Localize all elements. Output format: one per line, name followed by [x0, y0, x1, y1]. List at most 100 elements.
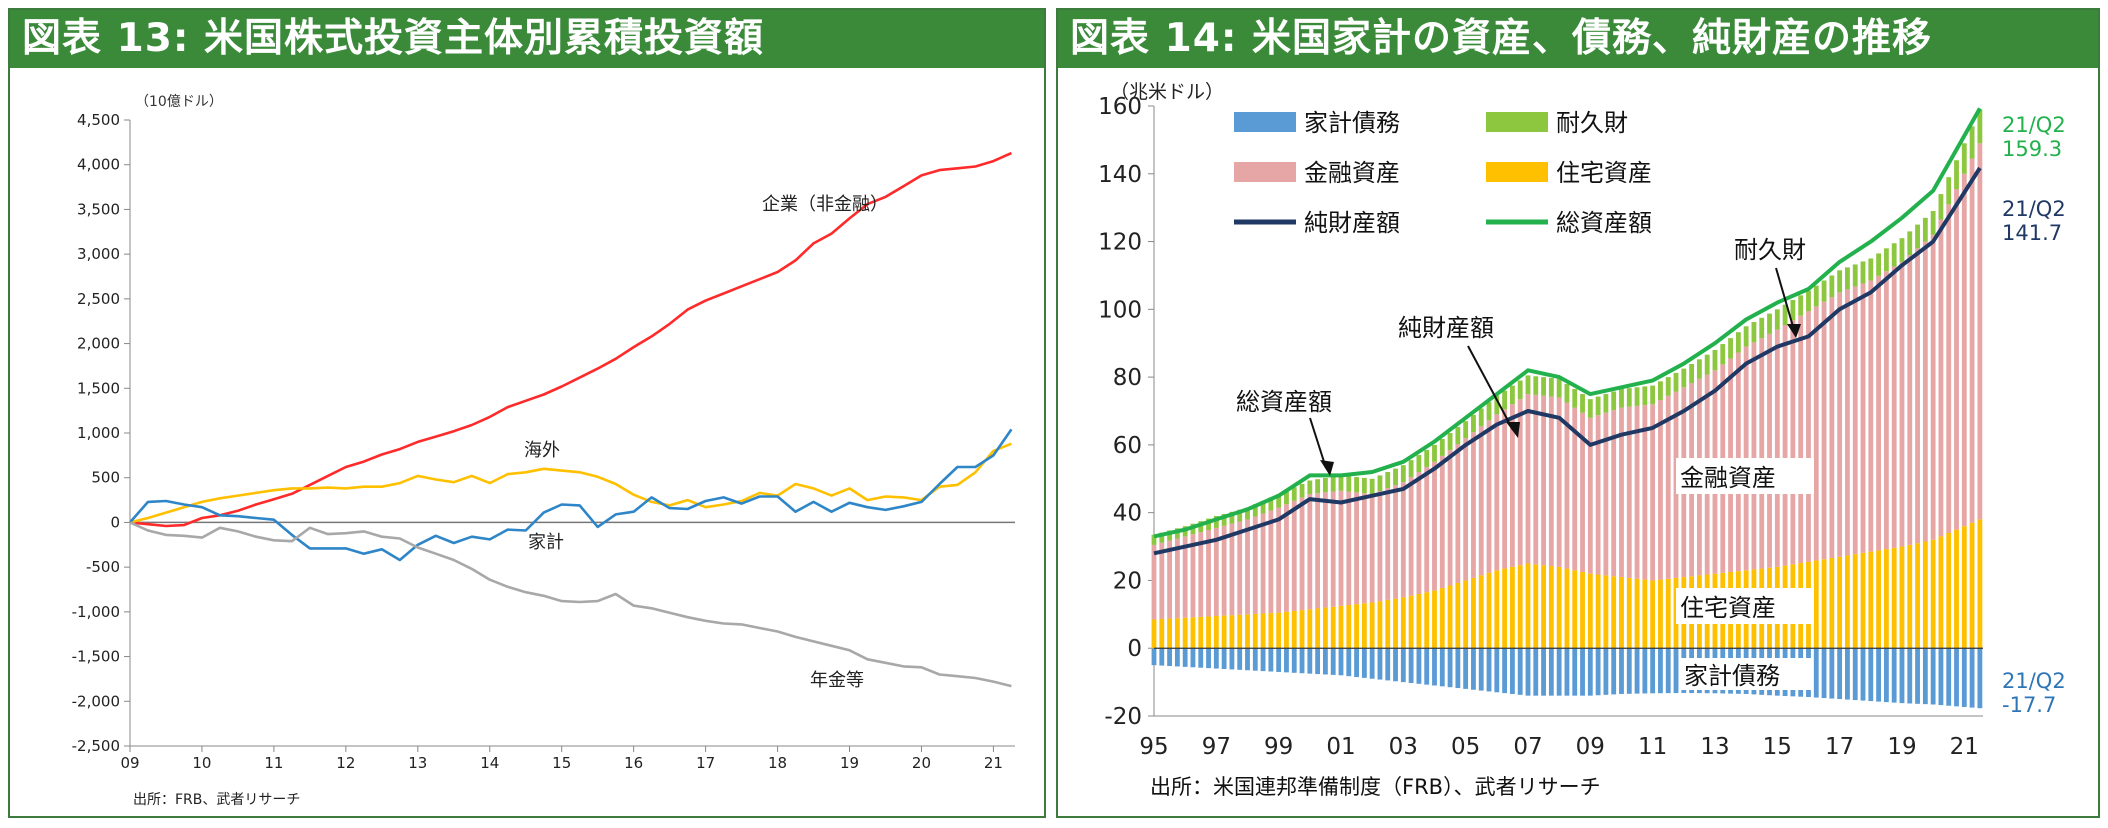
chart14-bar-durable: [1774, 309, 1780, 330]
chart14-bar-housing: [1478, 575, 1484, 649]
chart14-bar-debt: [1899, 648, 1905, 704]
chart14-bar-debt: [1354, 648, 1359, 678]
chart14-bar-housing: [1502, 568, 1508, 649]
chart14-bar-debt: [1377, 648, 1383, 680]
chart14-callout-durable-arrow: [1775, 267, 1795, 331]
chart14-bar-housing: [1564, 568, 1570, 649]
chart14-bar-housing: [1525, 563, 1531, 649]
chart14-bar-debt: [1346, 648, 1352, 677]
chart14-bar-housing: [1400, 597, 1406, 649]
chart14-bar-housing: [1572, 570, 1578, 649]
chart14-bar-financial: [1408, 477, 1414, 596]
chart14-bar-debt: [1369, 648, 1375, 679]
chart14-bar-durable: [1751, 322, 1757, 343]
chart14-callout-total-arrow: [1309, 417, 1327, 469]
chart14-bar-financial: [1322, 492, 1328, 608]
chart14-bar-housing: [1245, 614, 1250, 649]
chart14-bar-debt: [1182, 648, 1188, 667]
chart14-bar-housing: [1899, 546, 1905, 649]
chart14-bar-housing: [1852, 554, 1858, 649]
chart14-legend-debt-swatch: [1234, 112, 1296, 132]
chart14-bar-debt: [1525, 648, 1531, 696]
chart14-bar-financial: [1767, 333, 1772, 568]
chart14-bar-financial: [1876, 275, 1882, 551]
chart13-xtick-label: 19: [840, 754, 859, 772]
chart13-label-household: 家計: [528, 532, 564, 553]
chart14-bar-housing: [1868, 551, 1874, 649]
chart14-end-debt-line: -17.7: [2002, 693, 2056, 717]
chart13-ytick-label: 3,000: [77, 245, 120, 263]
chart14-bar-debt: [1486, 648, 1492, 692]
chart14-bar-financial: [1798, 315, 1804, 564]
chart14-bar-housing: [1883, 549, 1889, 649]
chart14-bar-housing: [1393, 598, 1398, 649]
chart14-bar-financial: [1954, 189, 1959, 530]
chart14-bar-durable: [1307, 480, 1313, 495]
chart14-bar-financial: [1213, 527, 1219, 617]
chart14-bar-durable: [1252, 504, 1258, 517]
chart14-bar-financial: [1868, 280, 1874, 552]
chart14-bar-housing: [1354, 604, 1359, 649]
chart14-bar-financial: [1564, 402, 1570, 569]
chart14-bar-housing: [1424, 592, 1430, 649]
chart14-bar-durable: [1603, 394, 1609, 413]
chart14-bar-durable: [1408, 460, 1414, 478]
chart14-bar-financial: [1977, 143, 1983, 520]
chart13-series-line-3: [129, 521, 1012, 688]
chart14-bar-debt: [1455, 648, 1461, 689]
chart14-bar-housing: [1167, 618, 1172, 649]
chart14-bar-durable: [1595, 396, 1601, 416]
chart14-bar-durable: [1400, 465, 1406, 483]
chart14-bar-housing: [1260, 613, 1266, 649]
chart14-bar-debt: [1852, 648, 1858, 701]
chart14-bar-housing: [1541, 565, 1546, 649]
chart14-bar-housing: [1268, 613, 1274, 649]
chart14-bar-durable: [1322, 477, 1328, 493]
chart14-bar-debt: [1400, 648, 1406, 683]
chart14-bar-financial: [1845, 289, 1850, 556]
chart14-bar-financial: [1291, 500, 1297, 611]
chart14-bar-durable: [1424, 449, 1430, 467]
chart14-legend-durable-label: 耐久財: [1556, 109, 1628, 137]
chart14-bar-durable: [1572, 388, 1578, 408]
chart14-bar-financial: [1883, 271, 1889, 550]
chart14-bar-debt: [1159, 648, 1165, 666]
chart14-bar-debt: [1611, 648, 1617, 695]
chart14-bar-financial: [1315, 493, 1321, 609]
chart14-bar-durable: [1767, 313, 1772, 334]
chart14-bar-debt: [1463, 648, 1469, 689]
chart13-series-line-2: [129, 428, 1013, 562]
chart14-area-debt-bg: [1680, 658, 1812, 690]
chart14-bar-durable: [1611, 391, 1617, 411]
chart14-xtick-label: 19: [1887, 734, 1916, 760]
chart13-ytick-label: 0: [110, 513, 120, 531]
chart14-bar-durable: [1790, 300, 1796, 321]
chart14-bar-durable: [1868, 258, 1874, 281]
chart14-bar-financial: [1533, 394, 1539, 565]
chart14-bar-debt: [1213, 648, 1219, 669]
chart14-callout-total: 総資産額: [1236, 388, 1332, 416]
chart14-ytick-label: 60: [1113, 433, 1142, 459]
chart14-bar-durable: [1369, 478, 1375, 495]
chart14-bar-durable: [1525, 375, 1531, 395]
chart14-bar-housing: [1284, 611, 1289, 649]
chart14-bar-financial: [1790, 320, 1796, 565]
chart14-ytick-label: 120: [1098, 230, 1142, 256]
chart14-xtick-label: 09: [1576, 734, 1605, 760]
chart14-bar-durable: [1338, 475, 1344, 491]
chart14-bar-debt: [1564, 648, 1570, 696]
chart14-bar-debt: [1252, 648, 1258, 671]
chart14-bar-housing: [1252, 613, 1258, 649]
chart13-label-foreign: 海外: [524, 440, 560, 461]
chart14-bar-housing: [1611, 576, 1617, 649]
chart14-bar-durable: [1798, 295, 1804, 316]
chart14-bar-debt: [1580, 648, 1585, 696]
chart14-bar-durable: [1728, 338, 1733, 359]
chart14-bar-debt: [1408, 648, 1414, 683]
chart14-bar-durable: [1245, 507, 1250, 520]
chart14-callout-net: 純財産額: [1398, 314, 1494, 342]
chart14-bar-durable: [1463, 421, 1469, 439]
chart14-bar-durable: [1548, 377, 1554, 397]
chart14-legend-net-label: 純財産額: [1304, 209, 1400, 237]
chart14-bar-housing: [1634, 578, 1640, 649]
